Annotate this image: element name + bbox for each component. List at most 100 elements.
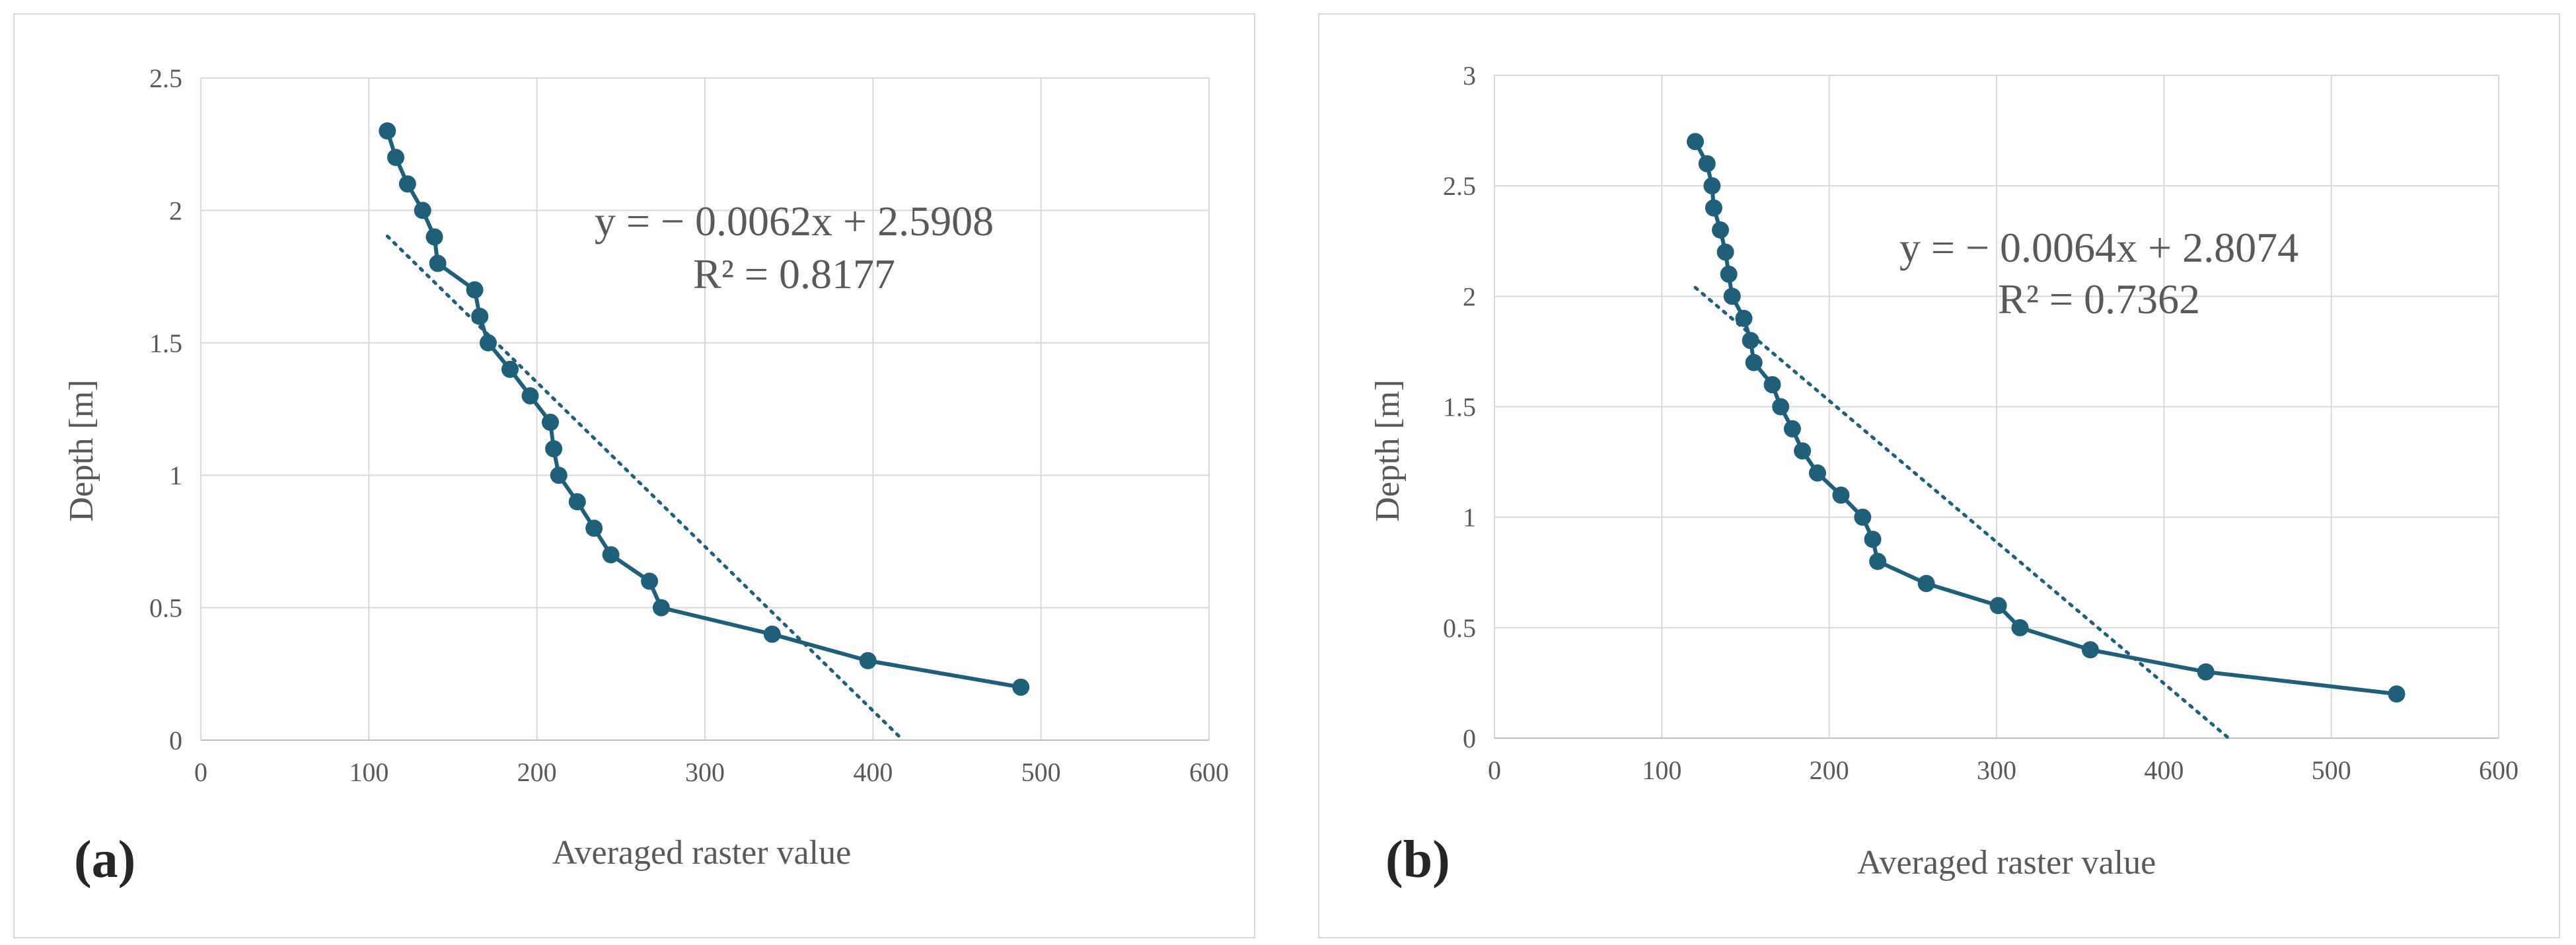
chart-panel-a: 0 100 200 300 400 500 600 0 0.5 1 1.5 2 2.5 y = − 0… — [13, 13, 1255, 938]
chart-a-x-tick-label: 0 — [194, 757, 207, 787]
chart-b-data-point — [2197, 663, 2215, 681]
chart-b-gridlines — [1494, 75, 2499, 739]
chart-b-data-point — [1772, 398, 1790, 416]
chart-b-data-point — [1794, 442, 1812, 460]
chart-b-y-tick-label: 1 — [1463, 503, 1476, 533]
chart-a-data-point — [414, 202, 431, 219]
chart-a-x-tick-label: 100 — [349, 757, 388, 787]
chart-a-data-point — [568, 493, 586, 511]
chart-a-data-point — [501, 360, 519, 378]
chart-b-r-squared: R² = 0.7362 — [1998, 276, 2200, 322]
chart-a-x-tick-label: 600 — [1189, 757, 1229, 787]
chart-a-equation: y = − 0.0062x + 2.5908 — [595, 198, 994, 245]
chart-b-y-tick-label: 1.5 — [1443, 393, 1476, 422]
chart-a-x-axis-title: Averaged raster value — [552, 834, 851, 872]
chart-b-y-tick-label: 2 — [1463, 282, 1476, 311]
chart-a-series-line — [385, 130, 1021, 689]
chart-b-trendline-layer — [1693, 285, 2230, 739]
chart-a-series-layer — [379, 122, 1030, 696]
chart-b-data-point — [1783, 420, 1801, 437]
chart-b-trendline — [1693, 285, 2230, 739]
chart-a-x-tick-label: 500 — [1021, 757, 1061, 787]
chart-b-data-point — [1989, 597, 2007, 615]
chart-a-data-point — [545, 440, 563, 458]
chart-a-data-point — [602, 546, 620, 564]
chart-b-x-tick-label: 500 — [2312, 755, 2351, 785]
chart-b-data-point — [1742, 332, 1759, 350]
chart-a-data-point — [479, 334, 497, 352]
chart-a-data-point — [387, 149, 405, 167]
chart-b-data-point — [1917, 574, 1935, 592]
chart-a-data-point — [652, 599, 670, 617]
chart-b-y-tick-label: 2.5 — [1443, 171, 1476, 201]
chart-b-data-point — [1720, 265, 1738, 283]
chart-a-y-tick-label: 0 — [169, 726, 182, 755]
chart-b-x-tick-label: 400 — [2144, 755, 2184, 785]
chart-a-data-point — [398, 175, 416, 193]
chart-b-data-point — [1735, 309, 1753, 327]
chart-b-panel-label: (b) — [1385, 831, 1450, 889]
chart-b-series-layer — [1687, 133, 2406, 703]
chart-a-y-tick-label: 2.5 — [149, 63, 182, 93]
chart-b-y-tick-label: 0 — [1463, 724, 1476, 753]
chart-panel-b: 0 100 200 300 400 500 600 0 0.5 1 1.5 2 2.5 3 y = − … — [1318, 13, 2560, 938]
chart-a-data-point — [379, 122, 396, 140]
chart-a-r-squared: R² = 0.8177 — [693, 250, 895, 297]
chart-a-data-point — [521, 387, 539, 404]
chart-b-x-tick-label: 300 — [1977, 755, 2016, 785]
chart-b-svg: 0 100 200 300 400 500 600 0 0.5 1 1.5 2 2.5 3 y = − … — [1369, 61, 2519, 889]
chart-a-data-point — [585, 519, 603, 537]
chart-b-y-axis-title: Depth [m] — [1369, 379, 1407, 521]
chart-b-data-point — [1854, 508, 1872, 526]
chart-a-trendline — [385, 234, 905, 742]
chart-b-x-tick-label: 0 — [1488, 755, 1501, 785]
chart-b-x-ticks: 0 100 200 300 400 500 600 — [1488, 755, 2519, 785]
chart-b-data-point — [1687, 133, 1704, 151]
chart-a-data-point — [542, 414, 560, 432]
chart-a-x-tick-label: 400 — [853, 757, 893, 787]
chart-b-x-axis-title: Averaged raster value — [1857, 844, 2156, 882]
chart-b-x-tick-label: 200 — [1810, 755, 1849, 785]
chart-b-equation: y = − 0.0064x + 2.8074 — [1899, 224, 2299, 271]
chart-a-y-tick-label: 1.5 — [149, 328, 182, 358]
chart-b-data-point — [2081, 641, 2099, 659]
chart-b-data-point — [1832, 486, 1850, 504]
chart-b-data-point — [1763, 376, 1781, 394]
chart-b-data-point — [1712, 221, 1729, 239]
chart-a-data-point — [550, 467, 568, 484]
chart-b-y-tick-label: 0.5 — [1443, 613, 1476, 643]
chart-b-y-tick-label: 3 — [1463, 61, 1476, 91]
chart-a-y-tick-label: 2 — [169, 196, 182, 225]
chart-a-y-axis-title: Depth [m] — [63, 379, 100, 521]
chart-a-trendline-layer — [385, 234, 905, 742]
chart-b-data-point — [1705, 199, 1722, 217]
chart-b-data-point — [1864, 531, 1882, 548]
chart-a-gridlines — [200, 77, 1210, 741]
chart-a-data-point — [429, 254, 447, 272]
chart-a-x-tick-label: 300 — [685, 757, 725, 787]
chart-b-data-point — [1723, 287, 1741, 305]
chart-b-data-point — [1698, 155, 1716, 172]
chart-a-x-tick-label: 200 — [517, 757, 557, 787]
chart-b-data-point — [1869, 552, 1887, 570]
chart-a-data-point — [1012, 678, 1030, 696]
chart-a-data-point — [641, 572, 659, 590]
chart-b-x-tick-label: 600 — [2479, 755, 2519, 785]
chart-a-y-tick-label: 0.5 — [149, 593, 182, 623]
chart-a-svg: 0 100 200 300 400 500 600 0 0.5 1 1.5 2 2.5 y = − 0… — [63, 63, 1229, 889]
chart-a-data-point — [859, 652, 877, 669]
chart-a-data-point — [471, 307, 489, 325]
chart-b-data-point — [1808, 464, 1826, 482]
chart-a-x-ticks: 0 100 200 300 400 500 600 — [194, 757, 1229, 787]
chart-b-data-point — [1745, 354, 1763, 371]
chart-b-data-point — [2388, 685, 2406, 703]
chart-b-x-tick-label: 100 — [1642, 755, 1681, 785]
chart-a-panel-label: (a) — [74, 831, 135, 889]
chart-b-data-point — [1703, 177, 1721, 195]
chart-b-y-ticks: 0 0.5 1 1.5 2 2.5 3 — [1443, 61, 1476, 753]
chart-b-data-point — [2011, 619, 2029, 636]
chart-b-data-point — [1716, 243, 1734, 261]
chart-a-y-ticks: 0 0.5 1 1.5 2 2.5 — [149, 63, 182, 755]
chart-a-data-point — [466, 281, 484, 299]
chart-a-y-tick-label: 1 — [169, 461, 182, 490]
